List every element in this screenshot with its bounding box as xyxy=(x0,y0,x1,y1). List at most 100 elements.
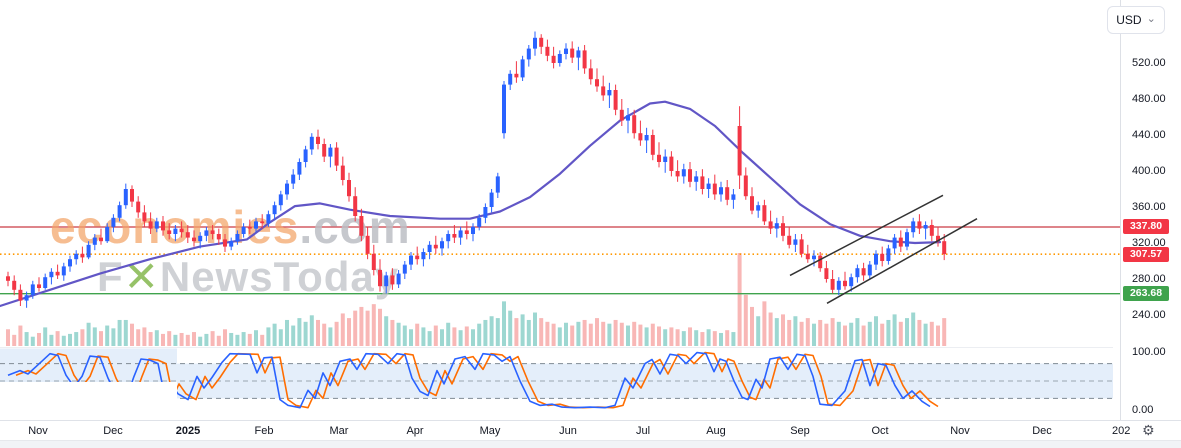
volume-bar xyxy=(409,329,413,346)
candle-body xyxy=(545,46,550,56)
volume-bar xyxy=(638,324,643,346)
volume-bar xyxy=(161,333,165,346)
time-tick-label: Aug xyxy=(706,425,726,437)
volume-bar xyxy=(774,318,779,346)
currency-dropdown[interactable]: USD ⌄ xyxy=(1107,6,1165,34)
candle-body xyxy=(886,248,891,261)
candle-body xyxy=(291,174,296,184)
candle-body xyxy=(880,253,885,261)
volume-bar xyxy=(526,319,531,346)
candle-body xyxy=(365,235,370,254)
time-tick-label: Jul xyxy=(635,425,651,437)
volume-bar xyxy=(6,329,10,346)
candle-body xyxy=(607,90,612,96)
price-tick-label: 320.00 xyxy=(1132,237,1166,249)
volume-bar xyxy=(68,333,72,346)
candle-body xyxy=(272,205,277,215)
candle-body xyxy=(582,50,587,69)
candle-body xyxy=(700,176,705,189)
chevron-down-icon: ⌄ xyxy=(1146,12,1156,25)
volume-bar xyxy=(867,321,872,346)
time-tick-label: 2025 xyxy=(175,425,201,437)
volume-bar xyxy=(316,319,320,346)
volume-bar xyxy=(241,332,246,346)
volume-bar xyxy=(731,332,736,346)
candle-body xyxy=(74,253,79,260)
volume-bar xyxy=(743,294,748,346)
axis-settings-gear-icon[interactable]: ⚙ xyxy=(1142,422,1155,438)
candle-body xyxy=(564,48,568,54)
candle-body xyxy=(278,194,283,206)
volume-bar xyxy=(18,325,23,346)
volume-bar xyxy=(613,319,618,346)
volume-bar xyxy=(260,334,265,346)
volume-bar xyxy=(874,316,878,346)
volume-bar xyxy=(557,327,562,346)
volume-bar xyxy=(328,327,333,346)
candle-body xyxy=(55,271,60,276)
time-axis[interactable]: ⚙ Nov Dec 2025 Feb Mar Apr May Jun Jul Aug Sep Oct N… xyxy=(0,420,1181,440)
candle-body xyxy=(254,221,258,229)
volume-bar xyxy=(303,321,308,346)
candle-body xyxy=(905,232,909,247)
candle-body xyxy=(322,144,327,157)
volume-bar xyxy=(433,325,438,346)
volume-bar xyxy=(334,321,339,346)
candle-body xyxy=(142,212,147,222)
candle-body xyxy=(148,221,153,229)
candle-body xyxy=(942,241,947,255)
candle-body xyxy=(495,176,500,193)
candle-body xyxy=(855,268,860,278)
candle-body xyxy=(787,235,792,245)
volume-bar xyxy=(105,325,110,346)
candle-body xyxy=(657,154,661,162)
candle-body xyxy=(223,239,227,247)
candle-body xyxy=(830,279,835,290)
candle-body xyxy=(706,183,711,189)
candle-body xyxy=(843,280,847,287)
candle-body xyxy=(340,165,345,180)
candle-body xyxy=(68,259,72,267)
volume-bar xyxy=(359,306,364,346)
time-tick-label: Nov xyxy=(28,425,48,437)
volume-bar xyxy=(74,332,79,346)
candle-body xyxy=(477,217,482,227)
candle-body xyxy=(774,223,779,229)
candle-body xyxy=(731,194,736,200)
volume-bar xyxy=(278,329,283,346)
stochastic-band-left-offset xyxy=(0,348,177,382)
volume-bar xyxy=(787,319,792,346)
volume-bar xyxy=(285,319,289,346)
time-tick-label: Dec xyxy=(103,425,123,437)
price-tick-label: 440.00 xyxy=(1132,129,1166,141)
candle-body xyxy=(663,156,668,162)
candle-body xyxy=(725,187,730,200)
candle-body xyxy=(812,255,816,260)
candle-body xyxy=(309,136,314,150)
volume-bar xyxy=(396,322,401,346)
candle-body xyxy=(18,289,23,301)
volume-bar xyxy=(880,323,885,346)
time-tick-label: Nov xyxy=(950,425,970,437)
volume-bar xyxy=(464,326,469,346)
candle-body xyxy=(750,196,754,211)
candle-body xyxy=(86,244,91,258)
price-axis[interactable]: 520.00 480.00 440.00 400.00 360.00 320.00 280.… xyxy=(1120,0,1181,420)
volume-bar xyxy=(247,333,252,346)
volume-bar xyxy=(272,323,277,346)
candle-body xyxy=(588,68,593,80)
candle-body xyxy=(644,135,649,141)
candle-body xyxy=(805,253,810,260)
volume-bar xyxy=(650,323,655,346)
candle-body xyxy=(185,232,190,238)
candle-body xyxy=(117,205,122,218)
volume-bar xyxy=(80,329,85,346)
volume-bar xyxy=(99,331,103,346)
volume-bar xyxy=(750,306,754,346)
volume-bar xyxy=(644,327,649,346)
volume-bar xyxy=(706,329,711,346)
candle-body xyxy=(824,268,829,279)
volume-bar xyxy=(223,329,227,346)
